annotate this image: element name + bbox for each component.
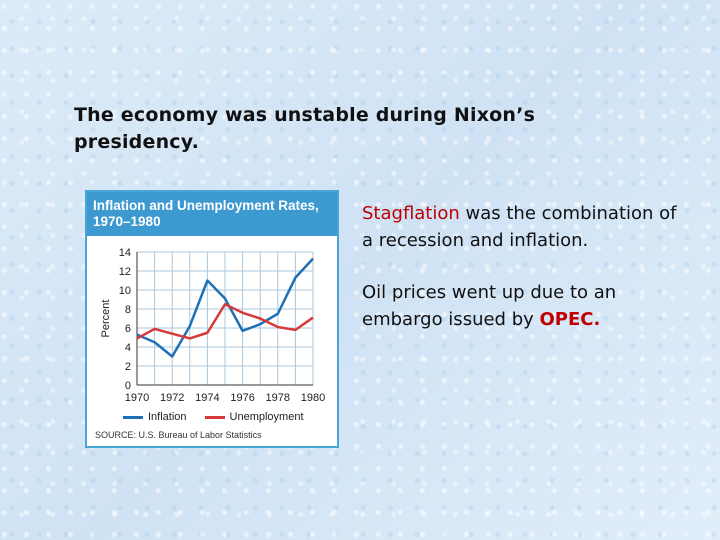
bullet-opec-text: Oil prices went up due to an embargo iss… [362, 282, 617, 330]
y-tick-label: 12 [119, 266, 131, 278]
legend-label-inflation: Inflation [148, 411, 187, 423]
bullet-list: Stagflation was the combination of a rec… [362, 200, 682, 358]
y-axis-label: Percent [100, 300, 112, 338]
legend-label-unemployment: Unemployment [229, 411, 304, 423]
x-tick-label: 1976 [230, 392, 254, 404]
y-tick-label: 2 [125, 361, 131, 373]
y-tick-label: 4 [125, 342, 131, 354]
chart-title: Inflation and Unemployment Rates, 1970–1… [93, 198, 319, 229]
y-tick-label: 10 [119, 285, 131, 297]
legend-item-inflation: Inflation [123, 411, 187, 423]
term-stagflation: Stagflation [362, 203, 460, 224]
bullet-stagflation-text: was the combination of a recession and i… [362, 203, 677, 251]
y-tick-label: 6 [125, 323, 131, 335]
series-line-unemployment [136, 303, 314, 340]
x-tick-label: 1972 [160, 392, 184, 404]
chart-legend: Inflation Unemployment [123, 411, 304, 423]
y-tick-label: 8 [125, 304, 131, 316]
x-tick-label: 1970 [125, 392, 149, 404]
chart-card: Inflation and Unemployment Rates, 1970–1… [85, 190, 339, 448]
x-tick-label: 1978 [266, 392, 290, 404]
x-tick-label: 1980 [301, 392, 325, 404]
line-chart: 0 2 4 6 8 10 12 14 1970 1972 1974 1976 1978 1980 Perce… [100, 247, 325, 404]
legend-swatch-unemployment [204, 415, 225, 419]
legend-item-unemployment: Unemployment [204, 411, 304, 423]
term-opec: OPEC. [539, 309, 601, 330]
legend-swatch-inflation [123, 415, 143, 419]
chart-source: SOURCE: U.S. Bureau of Labor Statistics [95, 430, 262, 440]
y-tick-label: 14 [119, 247, 131, 259]
bullet-stagflation: Stagflation was the combination of a rec… [362, 200, 682, 254]
series-line-inflation [136, 257, 314, 358]
bullet-opec: Oil prices went up due to an embargo iss… [362, 279, 682, 333]
slide-heading: The economy was unstable during Nixon’s … [74, 104, 536, 153]
y-tick-label: 0 [125, 380, 131, 392]
x-tick-label: 1974 [195, 392, 219, 404]
chart-title-band: Inflation and Unemployment Rates, 1970–1… [87, 192, 337, 236]
